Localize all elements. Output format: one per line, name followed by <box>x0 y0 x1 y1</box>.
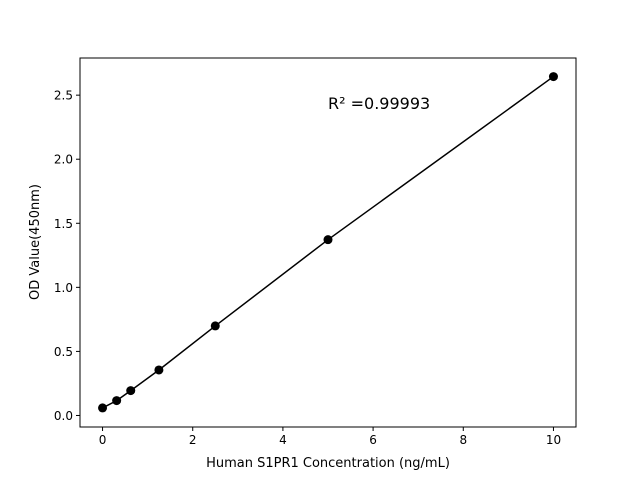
data-point <box>323 235 333 245</box>
data-point <box>112 396 122 406</box>
y-tick-label: 2.5 <box>54 89 73 103</box>
data-point <box>126 386 136 396</box>
x-tick-label: 10 <box>546 433 561 447</box>
y-tick-label: 0.5 <box>54 345 73 359</box>
x-tick-label: 0 <box>99 433 107 447</box>
y-tick-label: 1.5 <box>54 217 73 231</box>
plot-marks <box>98 72 558 413</box>
plot-frame <box>79 57 577 428</box>
data-point <box>210 321 220 331</box>
r-squared-annotation: R² =0.99993 <box>328 94 430 113</box>
data-point <box>548 72 558 82</box>
y-tick-label: 0.0 <box>54 409 73 423</box>
y-tick-label: 1.0 <box>54 281 73 295</box>
x-axis: 0 2 4 6 8 10 <box>99 427 561 447</box>
x-tick-label: 8 <box>459 433 467 447</box>
x-tick-label: 2 <box>189 433 197 447</box>
data-point <box>154 365 164 375</box>
x-tick-label: 4 <box>279 433 287 447</box>
data-point <box>98 403 108 413</box>
y-axis-label: OD Value(450nm) <box>28 184 43 300</box>
x-axis-label: Human S1PR1 Concentration (ng/mL) <box>206 456 450 471</box>
y-axis: 0.0 0.5 1.0 1.5 2.0 2.5 <box>54 89 80 423</box>
y-tick-label: 2.0 <box>54 153 73 167</box>
x-tick-label: 6 <box>369 433 377 447</box>
